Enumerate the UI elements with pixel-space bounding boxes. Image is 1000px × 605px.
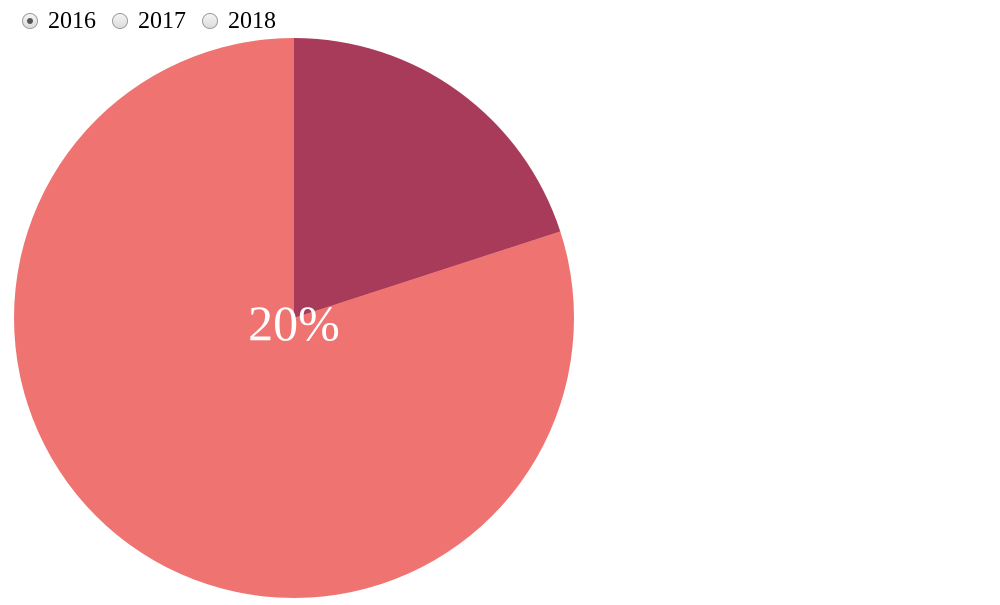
- year-selector: 2016 2017 2018: [22, 6, 292, 36]
- radio-2016[interactable]: [22, 13, 38, 29]
- year-label-2016: 2016: [48, 8, 96, 34]
- radio-2017[interactable]: [112, 13, 128, 29]
- year-option-2017[interactable]: 2017: [112, 6, 186, 36]
- year-label-2018: 2018: [228, 8, 276, 34]
- year-option-2016[interactable]: 2016: [22, 6, 96, 36]
- pie-slice-0: [294, 38, 561, 318]
- center-percent-label: 20%: [248, 295, 340, 351]
- year-label-2017: 2017: [138, 8, 186, 34]
- radio-2018[interactable]: [202, 13, 218, 29]
- year-option-2018[interactable]: 2018: [202, 6, 276, 36]
- pie-slice-1: [14, 38, 574, 599]
- pie-slices: [14, 38, 574, 599]
